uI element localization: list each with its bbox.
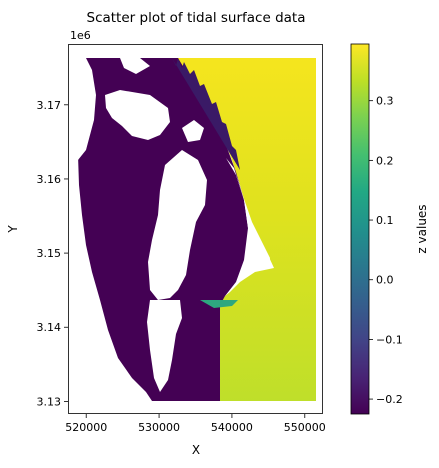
scatter-boundary-green xyxy=(200,300,238,308)
y-tick-label: 3.16 xyxy=(37,173,62,186)
scatter-field xyxy=(78,58,316,401)
colorbar-tick-label: −0.1 xyxy=(376,333,403,346)
gap-west-pocket xyxy=(78,58,96,160)
gap-lower-inlet xyxy=(147,300,182,392)
x-axis: 520000 530000 540000 550000 xyxy=(65,414,326,434)
gap-east-shoal xyxy=(226,158,270,270)
scatter-region-offshore-high xyxy=(171,58,316,401)
gap-upper-notch xyxy=(120,58,150,74)
gap-middle-channel xyxy=(148,150,207,300)
scatter-boundary-teeth xyxy=(172,58,240,170)
gap-east-island xyxy=(182,120,204,142)
y-tick-label: 3.15 xyxy=(37,247,62,260)
x-tick-label: 520000 xyxy=(65,421,107,434)
colorbar-tick-label: −0.2 xyxy=(376,393,403,406)
colorbar-label: z values xyxy=(415,204,429,253)
x-tick-label: 540000 xyxy=(211,421,253,434)
y-tick-label: 3.13 xyxy=(37,395,62,408)
x-axis-label: X xyxy=(192,443,200,457)
colorbar-tick-label: 0.1 xyxy=(376,214,394,227)
y-axis-label: Y xyxy=(6,225,20,234)
y-tick-label: 3.17 xyxy=(37,99,62,112)
gap-upper-lagoon xyxy=(105,90,170,140)
colorbar-axis: −0.2 −0.1 0.0 0.1 0.2 0.3 xyxy=(369,95,403,406)
colorbar xyxy=(350,43,370,415)
colorbar-tick-label: 0.2 xyxy=(376,154,394,167)
y-offset-label: 1e6 xyxy=(70,29,91,42)
y-axis: 3.13 3.14 3.15 3.16 3.17 xyxy=(37,99,68,408)
chart-title: Scatter plot of tidal surface data xyxy=(87,10,306,26)
plot-frame xyxy=(68,44,323,414)
colorbar-tick-label: 0.0 xyxy=(376,274,394,287)
x-tick-label: 550000 xyxy=(284,421,326,434)
y-tick-label: 3.14 xyxy=(37,321,62,334)
colorbar-tick-label: 0.3 xyxy=(376,95,394,108)
x-tick-label: 530000 xyxy=(138,421,180,434)
